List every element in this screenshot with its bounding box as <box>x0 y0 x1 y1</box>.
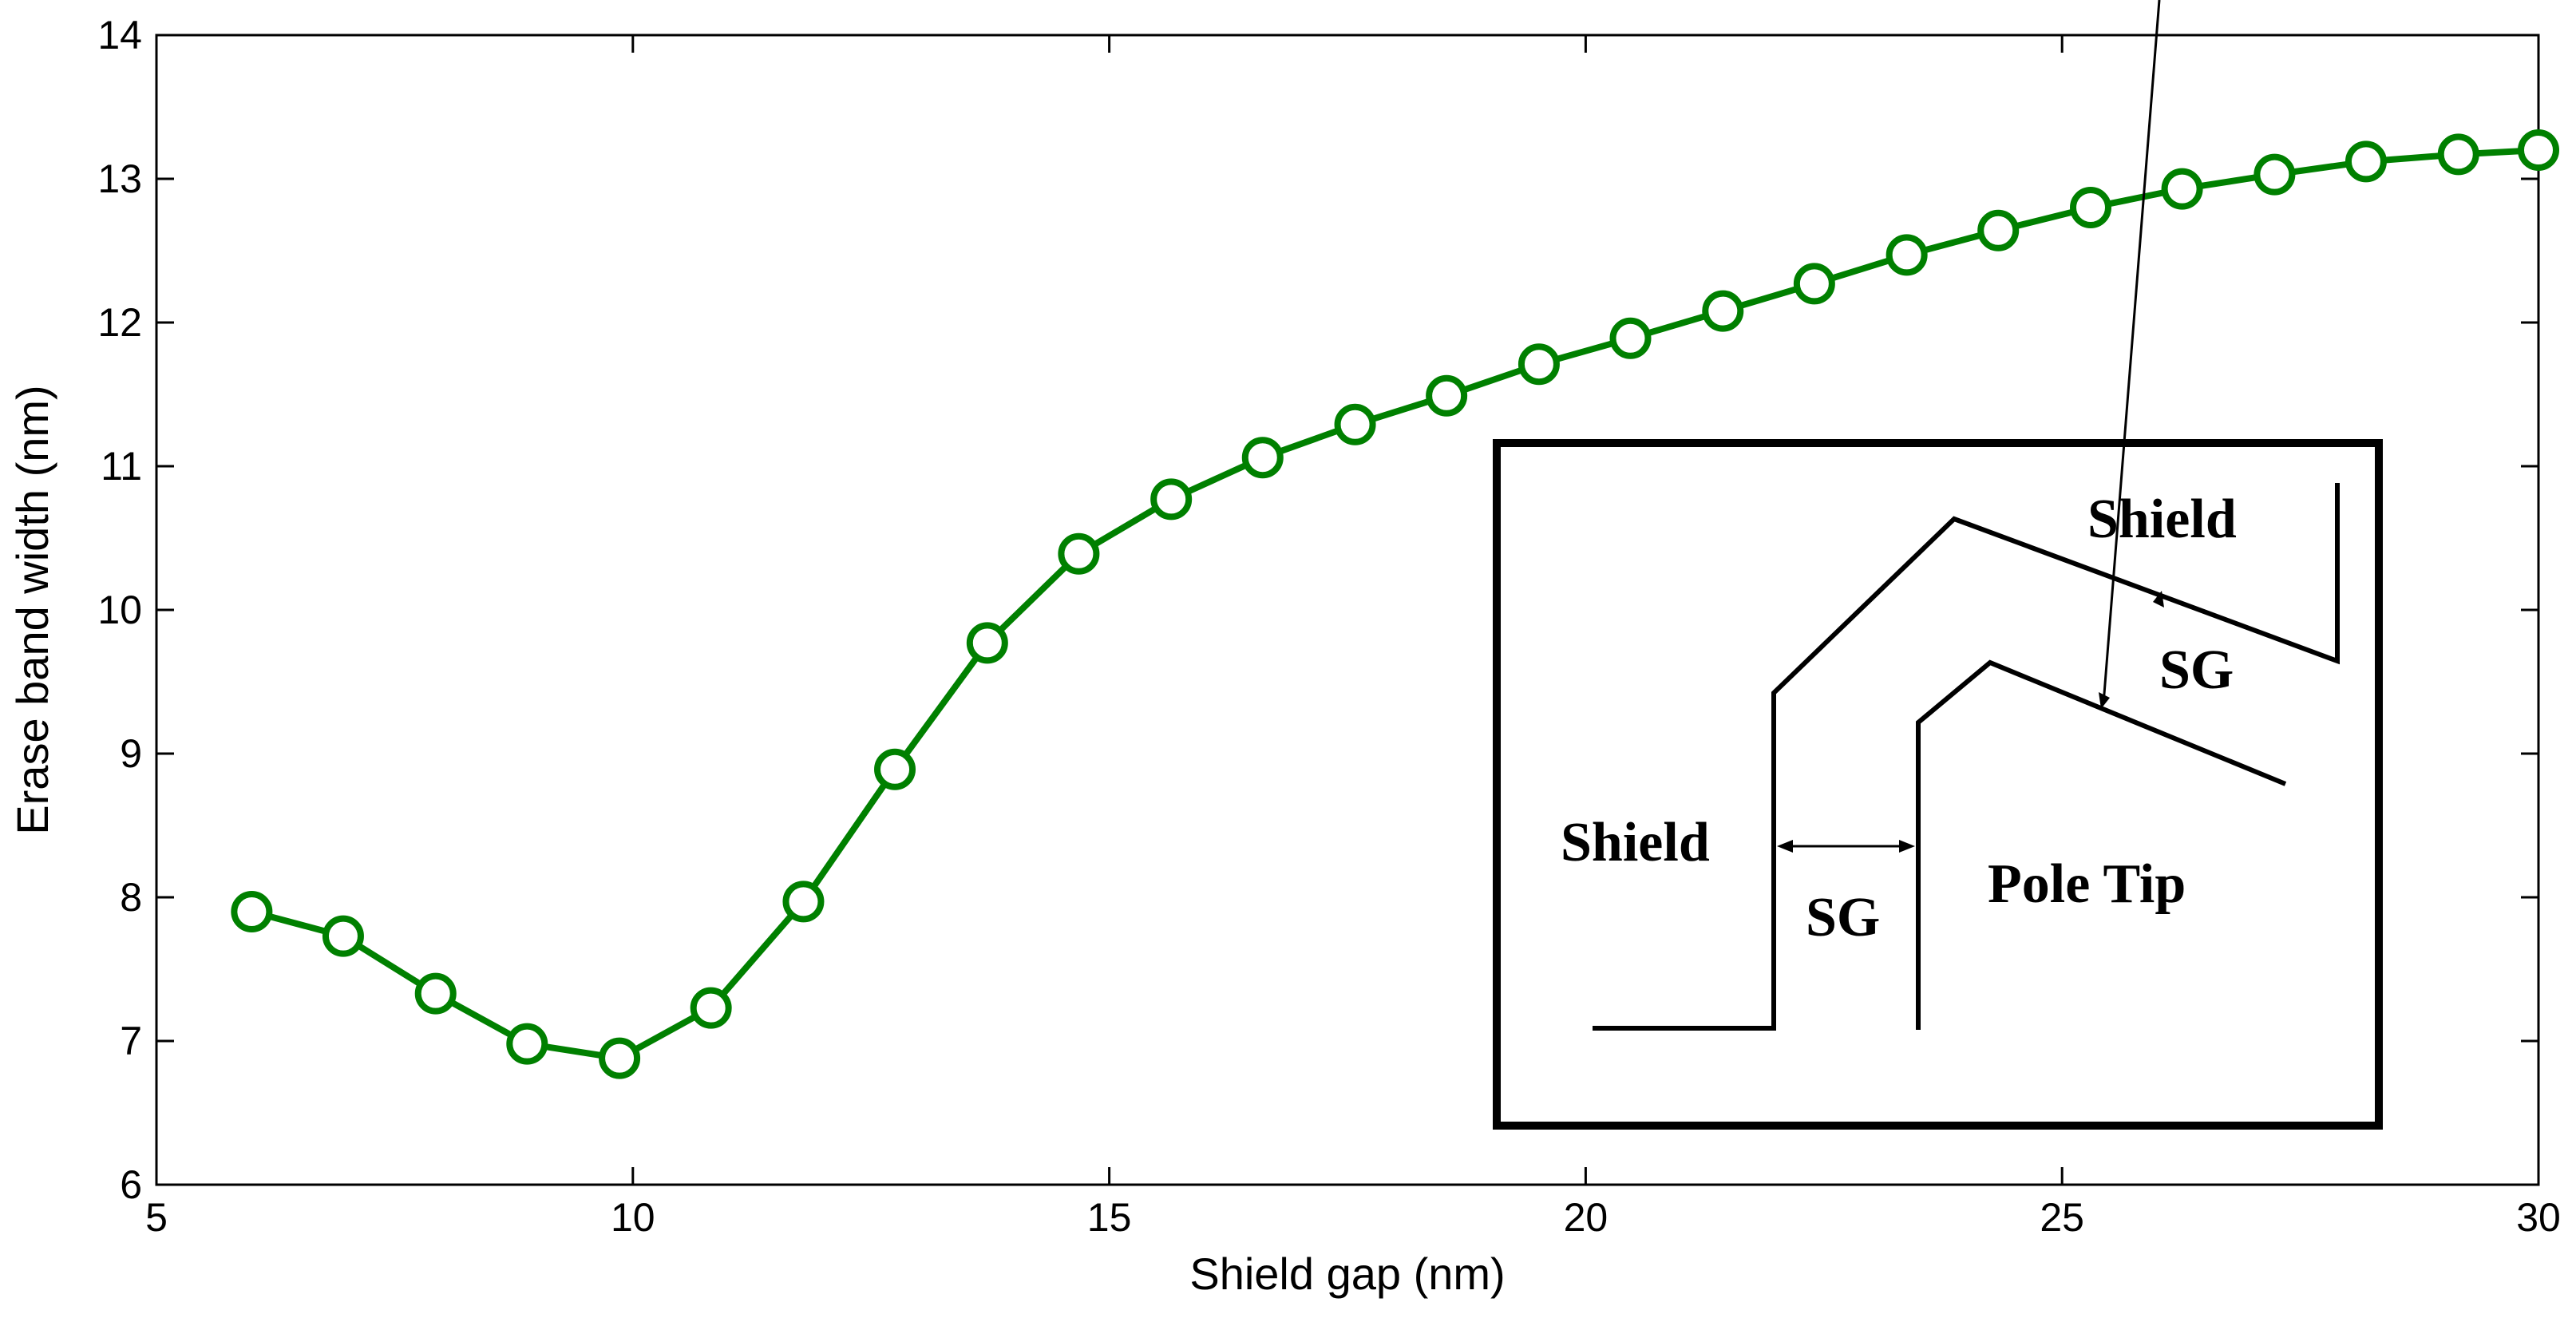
data-point <box>2345 141 2387 183</box>
data-point <box>1150 478 1193 520</box>
x-tick-label: 15 <box>1087 1195 1132 1240</box>
inset-schematic: Shield SG Shield SG Pole Tip <box>1493 0 2383 1130</box>
y-axis-ticks: 6 7 8 9 10 11 12 13 14 <box>97 13 2538 1207</box>
y-tick-label: 11 <box>101 444 142 489</box>
data-point <box>1058 532 1100 575</box>
sg-arrow-diagonal <box>2099 0 2164 709</box>
data-point <box>1702 290 1744 332</box>
y-tick-label: 10 <box>97 588 142 632</box>
data-point <box>2070 187 2112 228</box>
data-point <box>782 881 825 923</box>
y-tick-label: 14 <box>97 13 142 57</box>
data-point <box>1793 263 1835 305</box>
data-point <box>2161 168 2203 210</box>
inset-frame <box>1493 439 2383 1130</box>
data-point <box>966 622 1008 664</box>
data-point <box>2254 153 2296 196</box>
series-markers <box>231 129 2559 1079</box>
x-tick-label: 20 <box>1564 1195 1609 1240</box>
y-tick-label: 13 <box>97 156 142 201</box>
data-point <box>2518 129 2559 171</box>
inset-label-shield-top: Shield <box>2087 489 2237 550</box>
y-tick-label: 12 <box>97 300 142 345</box>
data-point <box>506 1023 548 1065</box>
data-point <box>2437 133 2479 176</box>
sg-arrow-horizontal <box>1777 840 1915 853</box>
data-point <box>1241 437 1284 479</box>
shield-outline <box>1593 483 2340 1031</box>
inset-label-sg-bottom: SG <box>1806 887 1880 948</box>
x-tick-label: 5 <box>145 1195 168 1240</box>
pole-tip-outline <box>1916 659 2287 1030</box>
data-point <box>690 987 732 1029</box>
inset-label-shield-left: Shield <box>1561 812 1710 873</box>
series-erase-band-width <box>231 129 2559 1079</box>
data-point <box>322 915 364 957</box>
data-point <box>1609 317 1652 359</box>
data-point <box>1426 374 1468 417</box>
x-tick-label: 25 <box>2040 1195 2084 1240</box>
y-tick-label: 9 <box>120 731 142 776</box>
data-point <box>1334 403 1376 445</box>
data-point <box>874 748 916 790</box>
y-tick-label: 8 <box>120 875 142 920</box>
inset-label-pole-tip: Pole Tip <box>1988 853 2186 915</box>
x-tick-label: 30 <box>2516 1195 2561 1240</box>
data-point <box>1977 209 2020 251</box>
inset-label-sg-top: SG <box>2159 639 2234 701</box>
x-axis-ticks: 5 10 15 20 25 30 <box>145 35 2561 1240</box>
data-point <box>231 891 273 932</box>
x-axis-label: Shield gap (nm) <box>1189 1249 1505 1299</box>
y-axis-label: Erase band width (nm) <box>7 385 57 834</box>
data-point <box>1518 343 1560 386</box>
data-point <box>599 1037 641 1079</box>
y-tick-label: 7 <box>120 1019 142 1063</box>
data-point <box>414 972 457 1015</box>
data-point <box>1886 234 1928 276</box>
x-tick-label: 10 <box>611 1195 655 1240</box>
y-tick-label: 6 <box>120 1162 142 1207</box>
